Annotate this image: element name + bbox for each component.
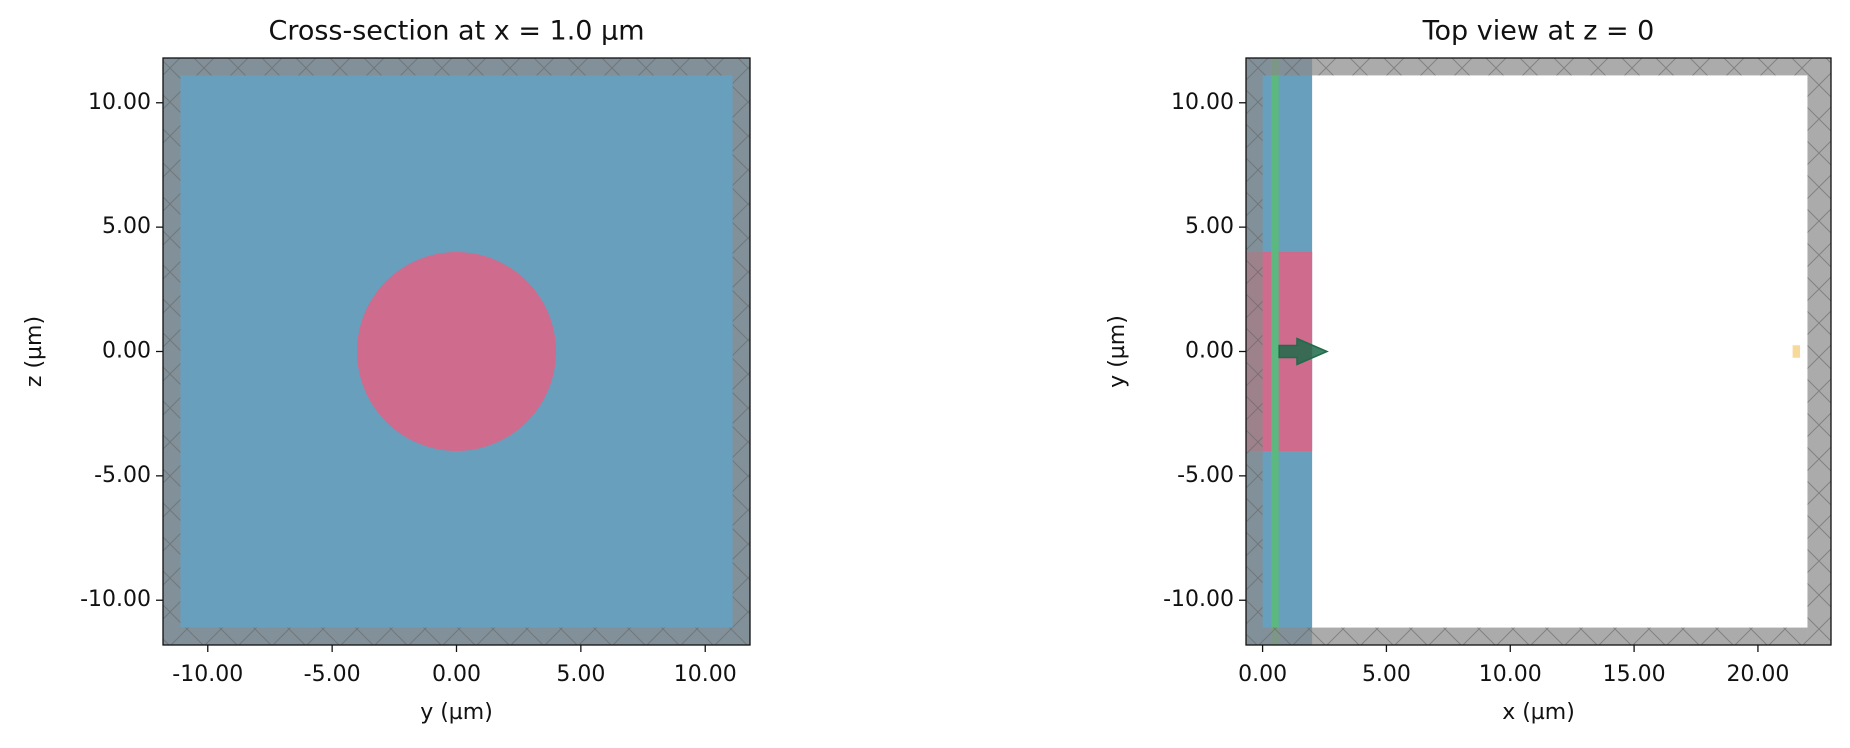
pml-hatch — [1262, 627, 1808, 645]
x-tick-label: 5.00 — [1362, 662, 1411, 687]
y-tick-label: 5.00 — [1185, 214, 1234, 239]
pml-hatch — [732, 58, 750, 645]
x-tick-label: -10.00 — [172, 662, 243, 687]
chart-title: Cross-section at x = 1.0 µm — [268, 16, 644, 47]
plot-area — [1246, 58, 1831, 645]
pml-hatch — [1246, 58, 1263, 645]
y-axis-label: y (µm) — [1105, 315, 1130, 388]
y-tick-label: 10.00 — [1171, 90, 1234, 115]
structure — [1271, 58, 1279, 645]
pml-hatch — [1262, 58, 1808, 76]
plot-area — [163, 58, 750, 645]
x-axis-label: y (µm) — [420, 700, 493, 725]
x-tick-label: -5.00 — [304, 662, 361, 687]
pml-hatch — [163, 58, 181, 645]
source-arrow — [1278, 337, 1329, 366]
structure — [1792, 345, 1801, 358]
pml-hatch — [180, 58, 733, 76]
pml-hatch — [1807, 58, 1831, 645]
x-tick-label: 0.00 — [432, 662, 481, 687]
axes-frame — [1245, 57, 1832, 646]
x-tick-label: 0.00 — [1238, 662, 1287, 687]
y-tick-label: 10.00 — [88, 90, 151, 115]
x-tick-label: 5.00 — [556, 662, 605, 687]
y-tick-label: -10.00 — [80, 587, 151, 612]
x-tick-label: 10.00 — [1479, 662, 1542, 687]
x-tick-label: 20.00 — [1726, 662, 1789, 687]
y-tick-label: 0.00 — [102, 339, 151, 364]
y-tick-label: 0.00 — [1185, 339, 1234, 364]
x-axis-label: x (µm) — [1502, 700, 1575, 725]
y-axis-label: z (µm) — [22, 316, 47, 387]
y-tick-label: -5.00 — [94, 463, 151, 488]
y-tick-label: 5.00 — [102, 214, 151, 239]
pml-hatch — [180, 627, 733, 645]
chart-title: Top view at z = 0 — [1422, 16, 1655, 47]
structure-circle — [357, 252, 556, 451]
x-tick-label: 15.00 — [1603, 662, 1666, 687]
x-tick-label: 10.00 — [674, 662, 737, 687]
y-tick-label: -5.00 — [1177, 463, 1234, 488]
y-tick-label: -10.00 — [1163, 587, 1234, 612]
